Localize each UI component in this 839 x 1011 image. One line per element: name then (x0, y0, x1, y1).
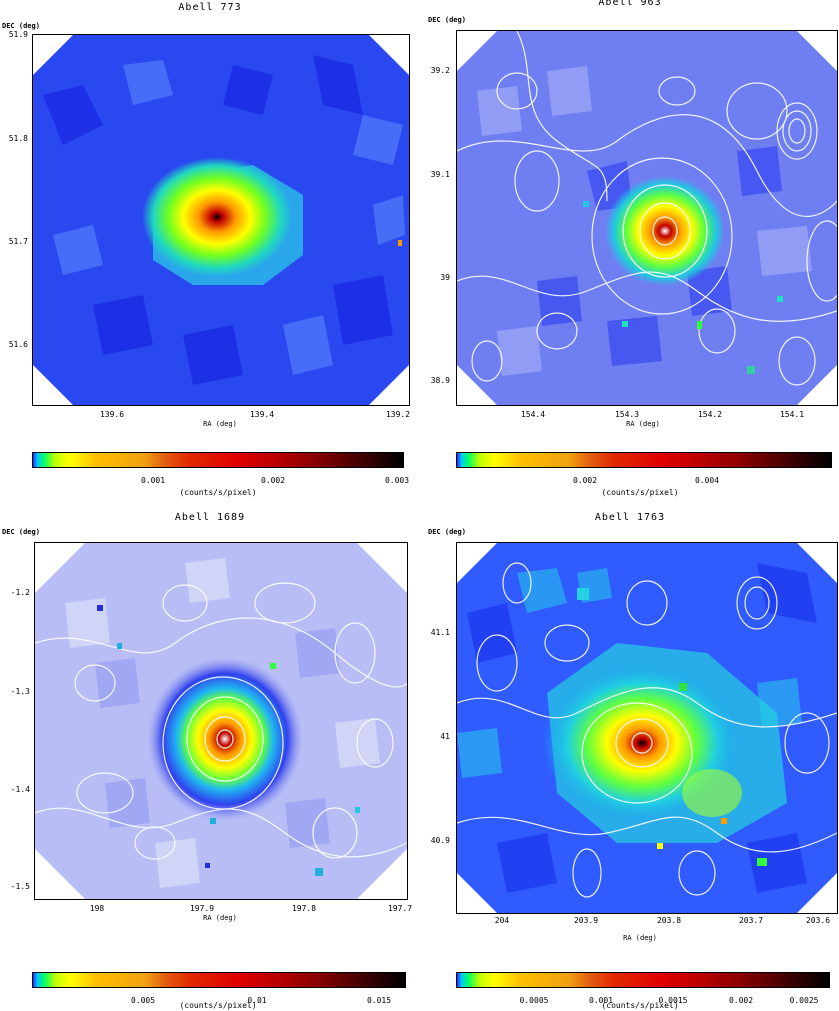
xray-map (32, 34, 410, 406)
y-tick: 51.9 (8, 30, 28, 39)
cbar-tick: 0.0005 (519, 996, 549, 1005)
panel-abell-1763: Abell 1763 (420, 506, 839, 1011)
x-tick: 197.7 (387, 904, 413, 913)
x-tick: 197.8 (291, 904, 317, 913)
ra-axis-label: RA (deg) (626, 420, 660, 428)
cbar-unit: (counts/s/pixel) (601, 1001, 679, 1010)
x-tick: 154.1 (779, 410, 805, 419)
cbar-tick: 0.001 (140, 476, 166, 485)
cbar-tick: 0.004 (694, 476, 720, 485)
cbar-tick: 0.002 (260, 476, 286, 485)
colorbar (32, 972, 406, 988)
x-tick: 154.2 (697, 410, 723, 419)
y-tick: 41.1 (430, 628, 450, 637)
y-tick: 39.1 (430, 170, 450, 179)
panel-abell-963: Abell 963 (420, 0, 839, 505)
y-tick: 40.9 (430, 836, 450, 845)
cbar-tick: 0.0015 (658, 996, 688, 1005)
x-tick: 197.9 (189, 904, 215, 913)
x-tick: 154.4 (520, 410, 546, 419)
cbar-tick: 0.002 (572, 476, 598, 485)
dec-axis-label: DEC (deg) (2, 22, 40, 30)
cbar-tick: 0.005 (130, 996, 156, 1005)
y-tick: 51.6 (8, 340, 28, 349)
x-tick: 203.6 (805, 916, 831, 925)
cbar-unit: (counts/s/pixel) (601, 488, 679, 497)
colorbar (456, 452, 832, 468)
y-tick: -1.4 (10, 785, 30, 794)
y-tick: -1.2 (10, 588, 30, 597)
cbar-tick: 0.01 (247, 996, 267, 1005)
y-tick: 51.8 (8, 134, 28, 143)
colorbar (32, 452, 404, 468)
panel-abell-1689: Abell 1689 (0, 506, 420, 1011)
panel-abell-773: Abell 773 (0, 0, 420, 505)
x-tick: 198 (89, 904, 105, 913)
panel-title: Abell 1763 (594, 512, 666, 523)
y-tick: 38.9 (430, 376, 450, 385)
x-tick: 139.6 (99, 410, 125, 419)
cbar-tick: 0.001 (588, 996, 614, 1005)
xray-map (456, 542, 838, 914)
y-tick: 41 (440, 732, 450, 741)
dec-axis-label: DEC (deg) (2, 528, 40, 536)
colorbar (456, 972, 830, 988)
cbar-unit: (counts/s/pixel) (179, 1001, 257, 1010)
xray-map (456, 30, 838, 406)
dec-axis-label: DEC (deg) (428, 16, 466, 24)
ra-axis-label: RA (deg) (203, 914, 237, 922)
x-tick: 139.2 (385, 410, 411, 419)
y-tick: -1.3 (10, 687, 30, 696)
ra-axis-label: RA (deg) (623, 934, 657, 942)
cbar-tick: 0.003 (384, 476, 410, 485)
cbar-tick: 0.0025 (789, 996, 819, 1005)
x-tick: 203.7 (738, 916, 764, 925)
x-tick: 154.3 (614, 410, 640, 419)
y-tick: 51.7 (8, 237, 28, 246)
panel-title: Abell 1689 (174, 512, 246, 523)
cbar-unit: (counts/s/pixel) (179, 488, 257, 497)
map-image (457, 31, 837, 405)
x-tick: 203.9 (573, 916, 599, 925)
map-image (35, 543, 407, 899)
panel-title: Abell 773 (178, 2, 242, 13)
cbar-tick: 0.002 (728, 996, 754, 1005)
map-image (33, 35, 409, 405)
cbar-tick: 0.015 (366, 996, 392, 1005)
y-tick: 39.2 (430, 66, 450, 75)
xray-map (34, 542, 408, 900)
y-tick: -1.5 (10, 882, 30, 891)
x-tick: 139.4 (249, 410, 275, 419)
panel-title: Abell 963 (598, 0, 662, 8)
y-tick: 39 (440, 273, 450, 282)
ra-axis-label: RA (deg) (203, 420, 237, 428)
x-tick: 204 (494, 916, 510, 925)
map-image (457, 543, 837, 913)
x-tick: 203.8 (656, 916, 682, 925)
dec-axis-label: DEC (deg) (428, 528, 466, 536)
